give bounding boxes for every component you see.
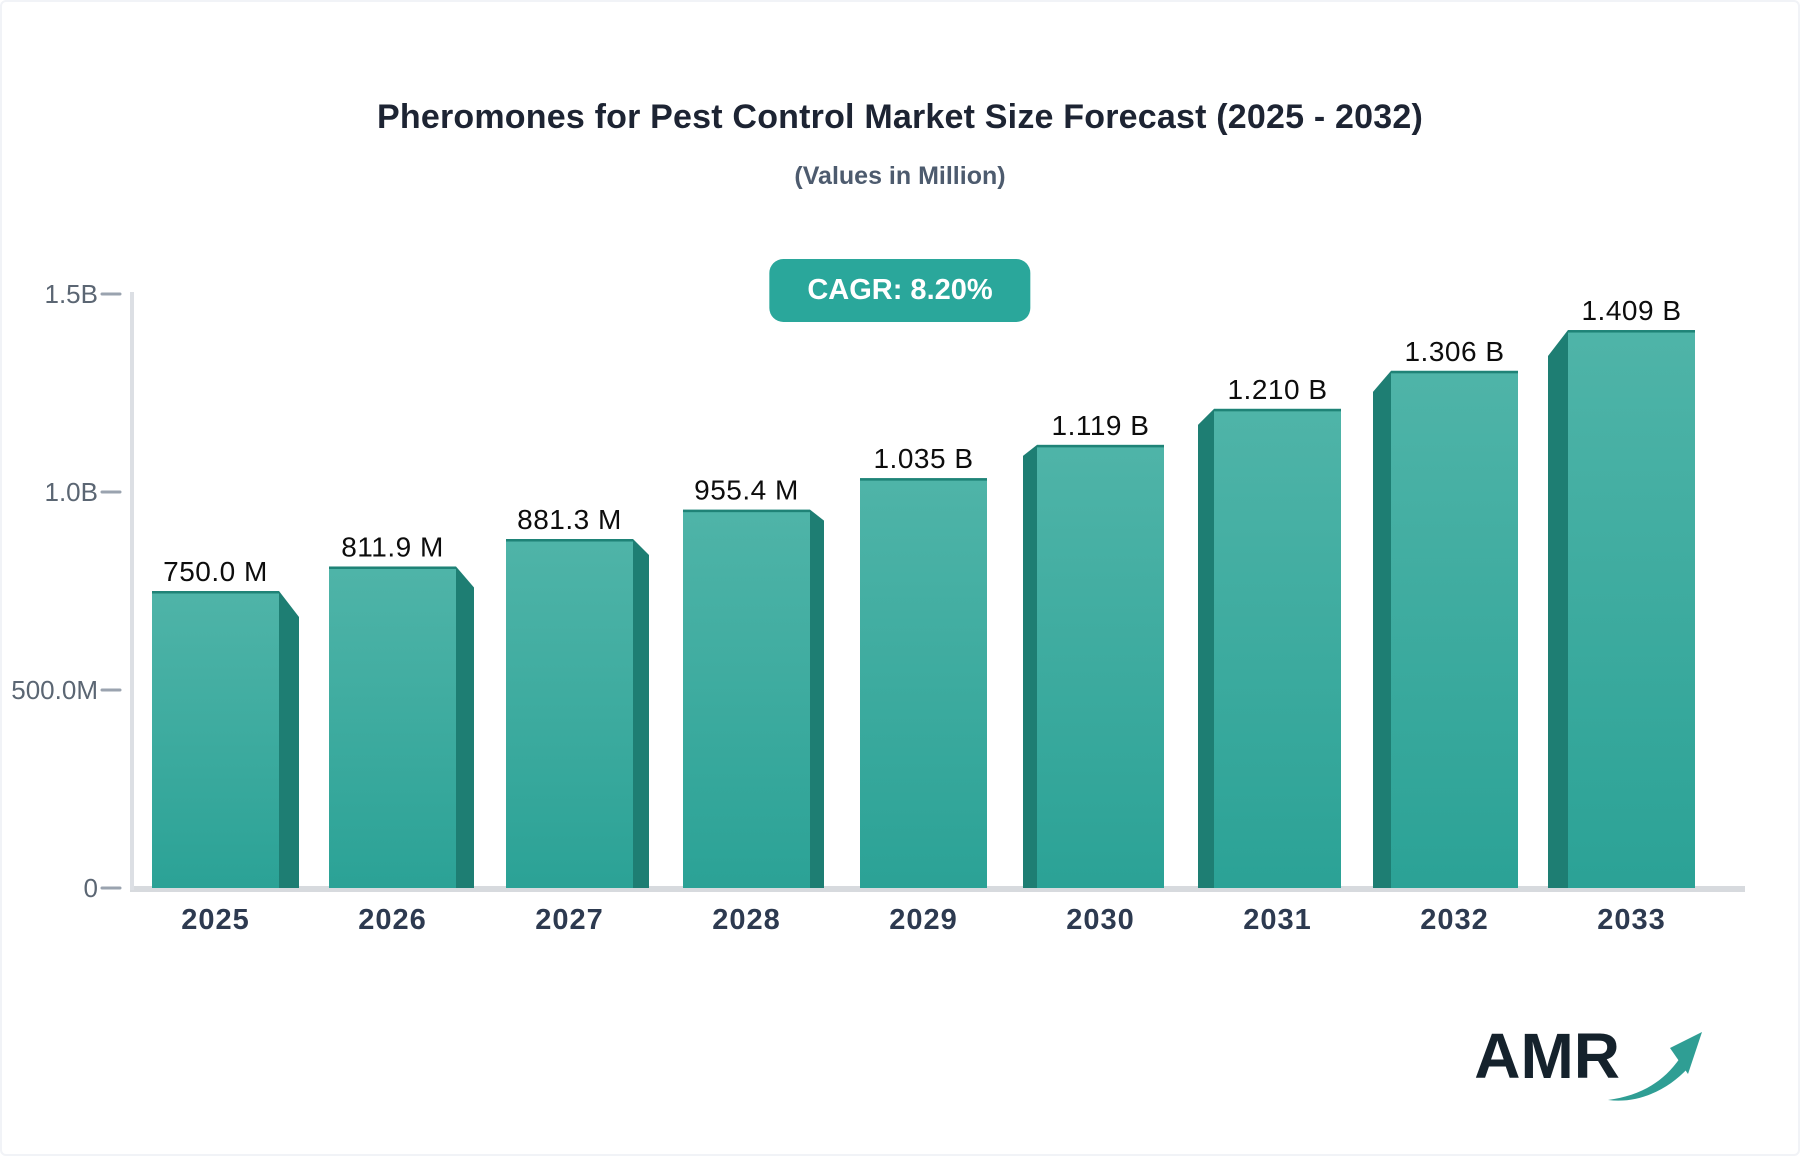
x-axis-line [130,886,1745,892]
bar-2029: 1.035 B 2029 [860,443,987,936]
bar-side-face [1373,370,1391,889]
amr-logo-text: AMR [1474,1020,1620,1092]
x-axis-year-label: 2028 [712,904,781,936]
bar-front-face [506,539,633,888]
bar-side-face [1198,408,1214,888]
bar-top-edge [1568,330,1695,333]
bar-value-label: 1.119 B [1052,410,1150,441]
bar-front-face [1037,444,1164,888]
x-axis-year-label: 2033 [1597,904,1666,936]
x-axis-year-label: 2030 [1066,904,1135,936]
bar-side-face [279,591,299,888]
x-axis-year-label: 2029 [889,904,958,936]
x-axis-year-label: 2026 [358,904,427,936]
bar-2031: 1.210 B 2031 [1198,374,1341,936]
bar-top-edge [152,591,279,594]
bar-side-face [810,509,824,888]
bar-top-edge [329,566,456,569]
chart-subtitle: (Values in Million) [794,162,1006,190]
bar-top-edge [1391,370,1518,374]
y-tick-label: 500.0M [11,675,98,705]
bar-side-face [633,539,649,888]
bar-2026: 811.9 M 2026 [329,531,474,936]
bar-2025: 750.0 M 2025 [152,556,299,936]
bar-front-face [1214,408,1341,888]
bar-front-face [860,478,987,888]
x-axis-year-label: 2032 [1420,904,1489,936]
amr-logo: AMR [1474,1024,1708,1108]
bar-front-face [152,591,279,888]
bar-value-label: 1.210 B [1227,374,1327,405]
y-tick-label: 1.0B [45,477,99,507]
bar-2027: 881.3 M 2027 [506,504,649,936]
bar-value-label: 955.4 M [694,475,799,506]
bar-front-face [329,566,456,888]
bar-value-label: 881.3 M [517,504,622,535]
x-axis-year-label: 2031 [1243,904,1312,936]
bar-value-label: 750.0 M [163,556,268,587]
growth-arrow-icon [1608,1032,1702,1101]
bar-2028: 955.4 M 2028 [683,475,824,936]
bar-top-edge [1214,408,1341,412]
cagr-badge: CAGR: 8.20% [769,259,1031,322]
bar-front-face [683,509,810,888]
bar-side-face [456,566,474,888]
bar-top-edge [860,478,987,481]
y-tick-label: 1.5B [45,279,99,309]
bar-side-face [1023,444,1037,888]
chart-title: Pheromones for Pest Control Market Size … [377,98,1423,136]
bar-top-edge [683,509,810,513]
bar-side-face [1548,330,1568,888]
bar-front-face [1568,330,1695,888]
bar-2030: 1.119 B 2030 [1023,410,1164,936]
bar-2033: 1.409 B 2033 [1548,295,1695,936]
bar-value-label: 1.035 B [873,443,973,474]
bar-value-label: 1.409 B [1581,295,1681,326]
bar-front-face [1391,370,1518,889]
x-axis-year-label: 2027 [535,904,604,936]
bar-2032: 1.306 B 2032 [1373,336,1518,936]
bar-value-label: 1.306 B [1404,336,1504,367]
x-axis-year-label: 2025 [181,904,250,936]
y-tick-label: 0 [84,873,98,903]
bar-top-edge [1037,444,1164,448]
y-axis-line [130,292,134,890]
bar-value-label: 811.9 M [341,531,444,562]
bar-top-edge [506,539,633,542]
